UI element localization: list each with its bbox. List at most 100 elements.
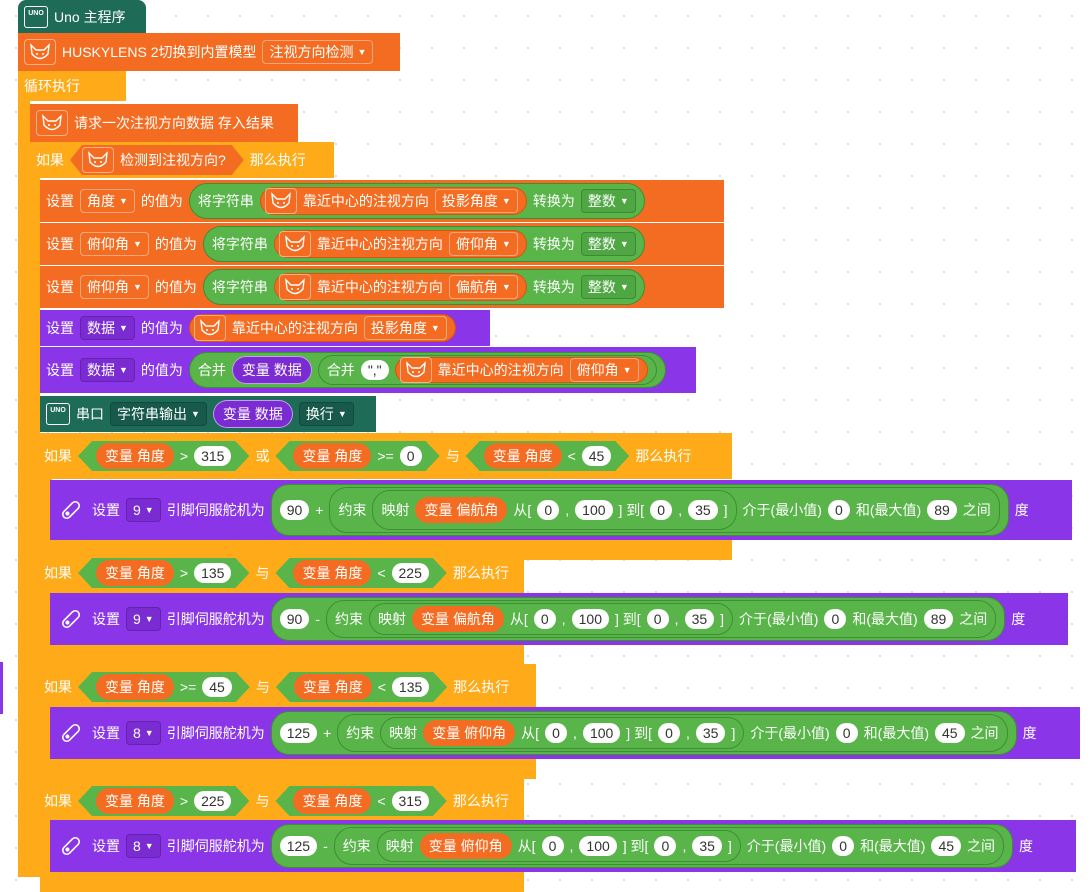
map-reporter[interactable]: 映射 变量 俯仰角 从[ 0 , 100 ] 到[ 0 , 35 ] xyxy=(380,717,745,749)
string-to-number-reporter[interactable]: 将字符串 靠近中心的注视方向 俯仰角 ▼ 转换为 整数 ▼ xyxy=(202,226,645,262)
variable-reporter[interactable]: 变量 俯仰角 xyxy=(423,720,516,746)
number-input[interactable]: 315 xyxy=(392,791,429,811)
detected-condition[interactable]: 检测到注视方向? xyxy=(70,145,244,175)
number-input[interactable]: 125 xyxy=(279,723,318,743)
number-input[interactable]: 89 xyxy=(927,500,957,520)
compare-condition[interactable]: 变量 角度 >= 0 xyxy=(275,441,439,471)
merge-reporter[interactable]: 合并 变量 数据 合并 "," 靠近中心的注视方向 俯仰角 ▼ xyxy=(188,352,666,388)
type-dropdown[interactable]: 整数 ▼ xyxy=(580,189,636,213)
servo-set-block[interactable]: 设置 9 ▼ 引脚伺服舵机为 90 - 约束 映射 变量 偏航角 从[ 0 , 1… xyxy=(50,593,1068,645)
merge-reporter-inner[interactable]: 合并 "," 靠近中心的注视方向 俯仰角 ▼ xyxy=(317,355,657,385)
constrain-reporter[interactable]: 约束 映射 变量 俯仰角 从[ 0 , 100 ] 到[ 0 , 35 ] 介于… xyxy=(333,827,1005,865)
variable-reporter[interactable]: 变量 角度 xyxy=(293,443,371,469)
newline-dropdown[interactable]: 换行 ▼ xyxy=(298,402,354,426)
attribute-dropdown[interactable]: 偏航角 ▼ xyxy=(448,275,518,299)
number-input[interactable]: 100 xyxy=(582,723,621,743)
variable-reporter[interactable]: 变量 角度 xyxy=(96,674,174,700)
variable-dropdown[interactable]: 俯仰角 ▼ xyxy=(80,275,149,299)
variable-dropdown[interactable]: 角度 ▼ xyxy=(80,189,135,213)
variable-reporter[interactable]: 变量 偏航角 xyxy=(411,606,504,632)
servo-set-block[interactable]: 设置 9 ▼ 引脚伺服舵机为 90 + 约束 映射 变量 偏航角 从[ 0 , 1… xyxy=(50,480,1072,540)
pin-dropdown[interactable]: 8 ▼ xyxy=(126,721,161,745)
number-input[interactable]: 90 xyxy=(279,609,310,629)
number-input[interactable]: 45 xyxy=(202,677,232,697)
variable-reporter[interactable]: 变量 偏航角 xyxy=(415,497,508,523)
number-input[interactable]: 0 xyxy=(657,723,680,743)
variable-reporter[interactable]: 变量 数据 xyxy=(212,400,293,428)
number-input[interactable]: 0 xyxy=(537,500,560,520)
attribute-dropdown[interactable]: 俯仰角 ▼ xyxy=(448,232,518,256)
model-dropdown[interactable]: 注视方向检测 ▼ xyxy=(262,40,374,64)
set-data-block[interactable]: 设置 数据 ▼ 的值为 靠近中心的注视方向 投影角度 ▼ xyxy=(40,310,490,346)
number-input[interactable]: 35 xyxy=(688,500,718,520)
number-input[interactable]: 45 xyxy=(934,723,965,743)
number-input[interactable]: 100 xyxy=(571,609,609,629)
number-input[interactable]: 45 xyxy=(582,446,612,466)
number-input[interactable]: 45 xyxy=(931,836,962,856)
number-input[interactable]: 225 xyxy=(194,791,231,811)
string-to-number-reporter[interactable]: 将字符串 靠近中心的注视方向 偏航角 ▼ 转换为 整数 ▼ xyxy=(202,269,645,305)
map-reporter[interactable]: 映射 变量 偏航角 从[ 0 , 100 ] 到[ 0 , 35 ] xyxy=(368,603,734,635)
arithmetic-reporter[interactable]: 90 + 约束 映射 变量 偏航角 从[ 0 , 100 ] 到[ 0 , 35… xyxy=(270,484,1009,536)
number-input[interactable]: 0 xyxy=(646,609,669,629)
number-input[interactable]: 135 xyxy=(194,563,231,583)
servo-set-block[interactable]: 设置 8 ▼ 引脚伺服舵机为 125 - 约束 映射 变量 俯仰角 从[ 0 , … xyxy=(50,820,1076,872)
set-variable-block[interactable]: 设置 俯仰角 ▼ 的值为 将字符串 靠近中心的注视方向 偏航角 ▼ 转换为 整数 ▼ xyxy=(40,266,724,308)
variable-reporter[interactable]: 变量 角度 xyxy=(294,674,372,700)
variable-reporter[interactable]: 变量 角度 xyxy=(96,788,174,814)
type-dropdown[interactable]: 整数 ▼ xyxy=(580,232,636,256)
set-variable-block[interactable]: 设置 俯仰角 ▼ 的值为 将字符串 靠近中心的注视方向 俯仰角 ▼ 转换为 整数 ▼ xyxy=(40,223,724,265)
servo-set-block[interactable]: 设置 8 ▼ 引脚伺服舵机为 125 + 约束 映射 变量 俯仰角 从[ 0 , … xyxy=(50,707,1080,759)
attribute-dropdown[interactable]: 投影角度 ▼ xyxy=(434,189,518,213)
number-input[interactable]: 100 xyxy=(575,500,613,520)
arithmetic-reporter[interactable]: 90 - 约束 映射 变量 偏航角 从[ 0 , 100 ] 到[ 0 , 35… xyxy=(270,597,1006,641)
variable-reporter[interactable]: 变量 角度 xyxy=(293,560,371,586)
compare-condition[interactable]: 变量 角度 > 225 xyxy=(78,786,249,816)
arithmetic-reporter[interactable]: 125 - 约束 映射 变量 俯仰角 从[ 0 , 100 ] 到[ 0 , 3… xyxy=(270,824,1014,868)
number-input[interactable]: 0 xyxy=(650,500,673,520)
if-header[interactable]: 如果 变量 角度 > 225 与 变量 角度 < 315 那么执行 xyxy=(40,778,515,824)
variable-reporter[interactable]: 变量 角度 xyxy=(484,443,562,469)
variable-reporter[interactable]: 变量 数据 xyxy=(231,356,312,384)
type-dropdown[interactable]: 整数 ▼ xyxy=(580,275,636,299)
if-detected-block[interactable]: 如果 检测到注视方向? 那么执行 xyxy=(30,142,334,178)
constrain-reporter[interactable]: 约束 映射 变量 俯仰角 从[ 0 , 100 ] 到[ 0 , 35 ] 介于… xyxy=(337,714,1008,752)
compare-condition[interactable]: 变量 角度 > 315 xyxy=(78,441,249,471)
string-to-number-reporter[interactable]: 将字符串 靠近中心的注视方向 投影角度 ▼ 转换为 整数 ▼ xyxy=(188,183,645,219)
main-program-hat[interactable]: UNO Uno 主程序 xyxy=(18,0,146,33)
compare-condition[interactable]: 变量 角度 < 315 xyxy=(275,786,446,816)
gaze-attribute-reporter[interactable]: 靠近中心的注视方向 俯仰角 ▼ xyxy=(273,230,527,258)
map-reporter[interactable]: 映射 变量 偏航角 从[ 0 , 100 ] 到[ 0 , 35 ] xyxy=(372,490,737,530)
separator-input[interactable]: "," xyxy=(360,360,389,380)
number-input[interactable]: 0 xyxy=(541,836,564,856)
compare-condition[interactable]: 变量 角度 >= 45 xyxy=(78,672,250,702)
compare-condition[interactable]: 变量 角度 < 225 xyxy=(275,558,446,588)
if-header[interactable]: 如果 变量 角度 > 135 与 变量 角度 < 225 那么执行 xyxy=(40,550,515,596)
number-input[interactable]: 35 xyxy=(684,609,715,629)
attribute-dropdown[interactable]: 俯仰角 ▼ xyxy=(569,358,639,382)
set-data-merge-block[interactable]: 设置 数据 ▼ 的值为 合并 变量 数据 合并 "," 靠近中心的注视方向 俯仰角… xyxy=(40,347,696,393)
set-variable-block[interactable]: 设置 角度 ▼ 的值为 将字符串 靠近中心的注视方向 投影角度 ▼ 转换为 整数 ▼ xyxy=(40,180,724,222)
if-header[interactable]: 如果 变量 角度 > 315 或 变量 角度 >= 0 与 变量 角度 < 45… xyxy=(40,433,697,479)
serial-mode-dropdown[interactable]: 字符串输出 ▼ xyxy=(110,402,207,426)
number-input[interactable]: 100 xyxy=(579,836,617,856)
number-input[interactable]: 135 xyxy=(392,677,429,697)
arithmetic-reporter[interactable]: 125 + 约束 映射 变量 俯仰角 从[ 0 , 100 ] 到[ 0 , 3… xyxy=(270,711,1017,755)
pin-dropdown[interactable]: 9 ▼ xyxy=(126,607,161,631)
gaze-attribute-reporter[interactable]: 靠近中心的注视方向 俯仰角 ▼ xyxy=(394,357,648,383)
number-input[interactable]: 0 xyxy=(824,609,847,629)
variable-reporter[interactable]: 变量 角度 xyxy=(293,788,371,814)
compare-condition[interactable]: 变量 角度 < 135 xyxy=(276,672,447,702)
number-input[interactable]: 225 xyxy=(392,563,429,583)
variable-reporter[interactable]: 变量 角度 xyxy=(96,560,174,586)
gaze-attribute-reporter[interactable]: 靠近中心的注视方向 投影角度 ▼ xyxy=(259,187,527,215)
pin-dropdown[interactable]: 9 ▼ xyxy=(126,498,161,522)
compare-condition[interactable]: 变量 角度 < 45 xyxy=(466,441,630,471)
number-input[interactable]: 0 xyxy=(545,723,568,743)
number-input[interactable]: 35 xyxy=(695,723,726,743)
constrain-reporter[interactable]: 约束 映射 变量 偏航角 从[ 0 , 100 ] 到[ 0 , 35 ] 介于… xyxy=(329,487,1000,533)
variable-reporter[interactable]: 变量 俯仰角 xyxy=(419,833,512,859)
number-input[interactable]: 0 xyxy=(832,836,855,856)
huskylens-switch-model-block[interactable]: HUSKYLENS 2切换到内置模型 注视方向检测 ▼ xyxy=(18,33,400,71)
variable-reporter[interactable]: 变量 角度 xyxy=(96,443,174,469)
